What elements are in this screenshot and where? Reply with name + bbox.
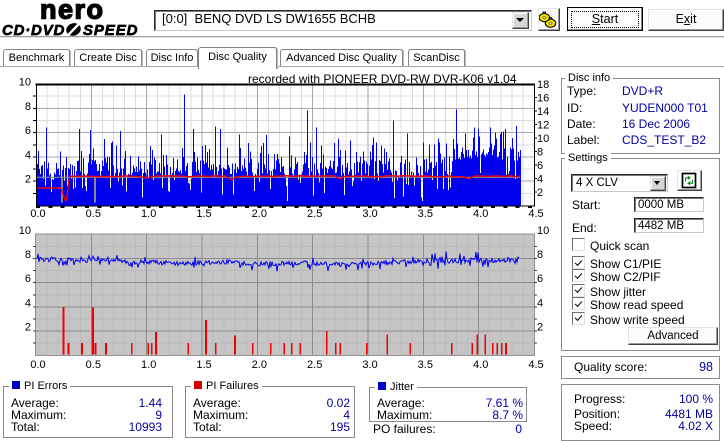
svg-text:4.0: 4.0 (473, 208, 488, 220)
svg-text:recorded with PIONEER DVD-RW: recorded with PIONEER DVD-RW DVR-K06 v1.… (248, 72, 517, 86)
svg-text:4.5: 4.5 (528, 208, 543, 220)
svg-text:4.5: 4.5 (528, 359, 543, 371)
svg-text:0.5: 0.5 (86, 359, 101, 371)
svg-text:3.0: 3.0 (362, 208, 377, 220)
svg-text:0.0: 0.0 (30, 208, 45, 220)
svg-text:0.0: 0.0 (30, 359, 45, 371)
svg-text:1.5: 1.5 (196, 359, 211, 371)
svg-text:2.5: 2.5 (307, 208, 322, 220)
svg-text:4: 4 (537, 297, 543, 309)
svg-text:1.0: 1.0 (141, 359, 156, 371)
svg-text:14: 14 (537, 106, 549, 118)
svg-text:SPEED: SPEED (83, 22, 138, 39)
svg-text:4: 4 (537, 174, 543, 186)
svg-text:6: 6 (537, 273, 543, 285)
svg-text:12: 12 (537, 120, 549, 132)
svg-text:2: 2 (25, 174, 31, 186)
svg-text:4: 4 (25, 297, 31, 309)
svg-text:18: 18 (537, 79, 549, 91)
svg-text:2.0: 2.0 (252, 359, 267, 371)
svg-text:10: 10 (537, 133, 549, 145)
svg-text:16: 16 (537, 93, 549, 105)
svg-text:6: 6 (25, 273, 31, 285)
svg-text:2.5: 2.5 (307, 359, 322, 371)
svg-text:2.0: 2.0 (252, 208, 267, 220)
svg-text:1.5: 1.5 (196, 208, 211, 220)
svg-text:3.5: 3.5 (418, 208, 433, 220)
svg-text:nero: nero (40, 0, 105, 25)
svg-text:10: 10 (19, 77, 31, 89)
svg-text:2: 2 (537, 321, 543, 333)
svg-text:6: 6 (537, 160, 543, 172)
svg-text:6: 6 (25, 125, 31, 137)
svg-text:0.5: 0.5 (86, 208, 101, 220)
svg-text:8: 8 (25, 249, 31, 261)
svg-text:3.5: 3.5 (418, 359, 433, 371)
svg-text:8: 8 (25, 101, 31, 113)
svg-text:2: 2 (537, 187, 543, 199)
svg-text:1.0: 1.0 (141, 208, 156, 220)
svg-text:CD·DVD: CD·DVD (2, 22, 65, 39)
svg-text:4.0: 4.0 (473, 359, 488, 371)
svg-text:2: 2 (25, 321, 31, 333)
svg-text:3.0: 3.0 (362, 359, 377, 371)
svg-text:10: 10 (19, 225, 31, 237)
svg-text:8: 8 (537, 249, 543, 261)
svg-text:10: 10 (537, 225, 549, 237)
svg-text:4: 4 (25, 149, 31, 161)
svg-text:8: 8 (537, 147, 543, 159)
